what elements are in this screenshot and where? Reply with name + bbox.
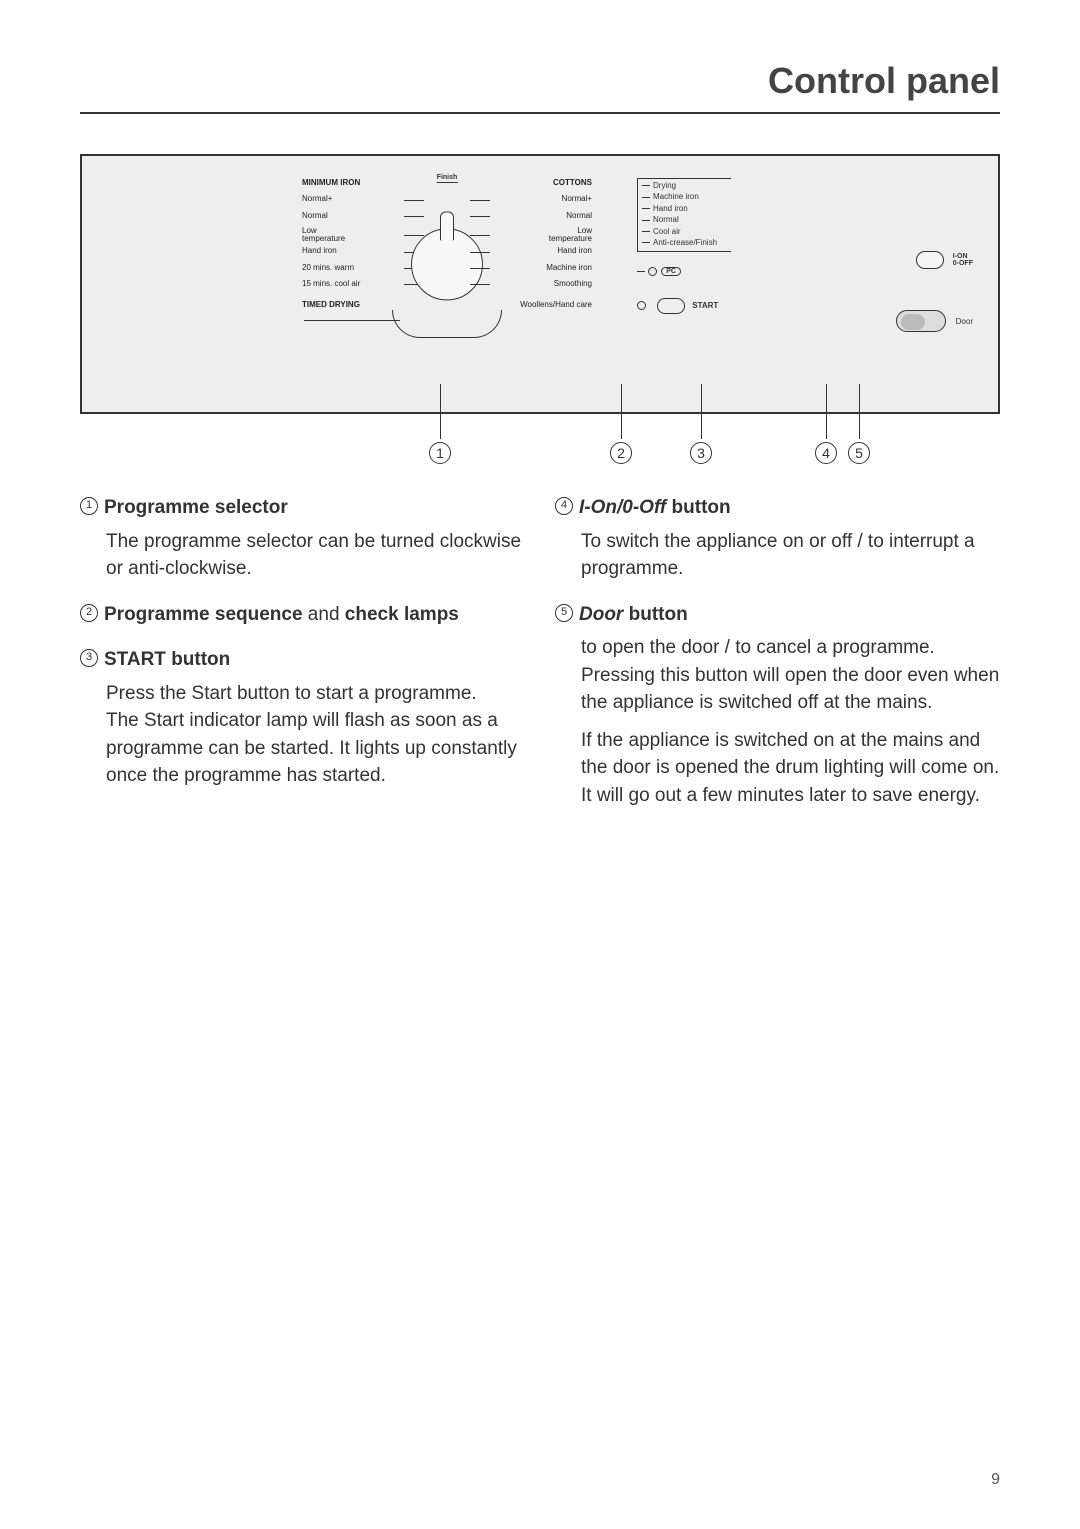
start-indicator: START: [637, 298, 757, 314]
callout-2: 2: [610, 442, 632, 464]
selector-right-labels: COTTONS Normal+ Normal Lowtemperature Ha…: [492, 178, 592, 316]
selector-curve: [392, 310, 502, 338]
item-1-title: Programme selector: [104, 494, 288, 522]
item-3-body: Press the Start button to start a progra…: [80, 680, 525, 790]
seq-item: Drying: [642, 181, 731, 191]
door-block: Door: [896, 310, 973, 332]
left-item: 20 mins. warm: [302, 263, 402, 273]
left-item: Normal: [302, 211, 402, 221]
on-off-label: I-ON0-OFF: [953, 253, 973, 267]
seq-item: Hand iron: [642, 204, 731, 214]
left-item: Normal+: [302, 194, 402, 204]
programme-selector-diagram: Finish MINIMUM IRON Normal+ Normal Lowte…: [302, 178, 592, 358]
page: Control panel Finish MINIMUM IRON Normal…: [0, 0, 1080, 867]
sequence-block: Drying Machine iron Hand iron Normal Coo…: [637, 178, 757, 314]
callout-numbers: 1 2 3 4 5: [80, 424, 1000, 474]
divider: [304, 320, 400, 321]
item-5: 5 Door button to open the door / to canc…: [555, 601, 1000, 810]
control-panel-diagram: Finish MINIMUM IRON Normal+ Normal Lowte…: [80, 154, 1000, 414]
item-5-body-1: to open the door / to cancel a programme…: [555, 634, 1000, 717]
right-header: COTTONS: [492, 178, 592, 188]
pc-indicator: PC: [637, 266, 757, 275]
start-button-icon: [657, 298, 685, 314]
left-item: Hand iron: [302, 246, 402, 256]
description-columns: 1Programme selector The programme select…: [80, 494, 1000, 827]
item-4-title: I-On/0-Off button: [579, 494, 731, 522]
item-4: 4 I-On/0-Off button To switch the applia…: [555, 494, 1000, 583]
seq-item: Machine iron: [642, 192, 731, 202]
item-3: 3START button Press the Start button to …: [80, 646, 525, 790]
right-item: Machine iron: [492, 263, 592, 273]
door-button-icon: [896, 310, 946, 332]
right-item: Normal: [492, 211, 592, 221]
right-footer: Woollens/Hand care: [492, 300, 592, 310]
finish-label: Finish: [437, 174, 458, 183]
left-item: 15 mins. cool air: [302, 279, 402, 289]
item-3-title: START button: [104, 646, 230, 674]
left-footer: TIMED DRYING: [302, 300, 402, 310]
item-5-title: Door button: [579, 601, 688, 629]
seq-item: Anti-crease/Finish: [642, 238, 731, 248]
right-item: Smoothing: [492, 279, 592, 289]
seq-item: Normal: [642, 215, 731, 225]
door-label: Door: [956, 317, 973, 326]
on-off-button-icon: [916, 251, 944, 269]
left-item: Lowtemperature: [302, 227, 402, 242]
right-item: Hand iron: [492, 246, 592, 256]
selector-left-labels: MINIMUM IRON Normal+ Normal Lowtemperatu…: [302, 178, 402, 316]
callout-3: 3: [690, 442, 712, 464]
right-item: Lowtemperature: [492, 227, 592, 242]
right-column: 4 I-On/0-Off button To switch the applia…: [555, 494, 1000, 827]
callout-5: 5: [848, 442, 870, 464]
selector-dial-icon: [411, 228, 483, 300]
page-title: Control panel: [80, 60, 1000, 114]
seq-item: Cool air: [642, 227, 731, 237]
sequence-bracket: Drying Machine iron Hand iron Normal Coo…: [637, 178, 731, 252]
page-number: 9: [991, 1471, 1000, 1489]
item-4-body: To switch the appliance on or off / to i…: [555, 528, 1000, 583]
item-2: 2 Programme sequence and check lamps: [80, 601, 525, 629]
callout-1: 1: [429, 442, 451, 464]
right-item: Normal+: [492, 194, 592, 204]
item-5-body-2: If the appliance is switched on at the m…: [555, 727, 1000, 810]
callout-4: 4: [815, 442, 837, 464]
item-2-title: Programme sequence and check lamps: [104, 601, 459, 629]
item-1: 1Programme selector The programme select…: [80, 494, 525, 583]
on-off-block: I-ON0-OFF: [916, 251, 973, 269]
left-header: MINIMUM IRON: [302, 178, 402, 188]
item-1-body: The programme selector can be turned clo…: [80, 528, 525, 583]
left-column: 1Programme selector The programme select…: [80, 494, 525, 827]
